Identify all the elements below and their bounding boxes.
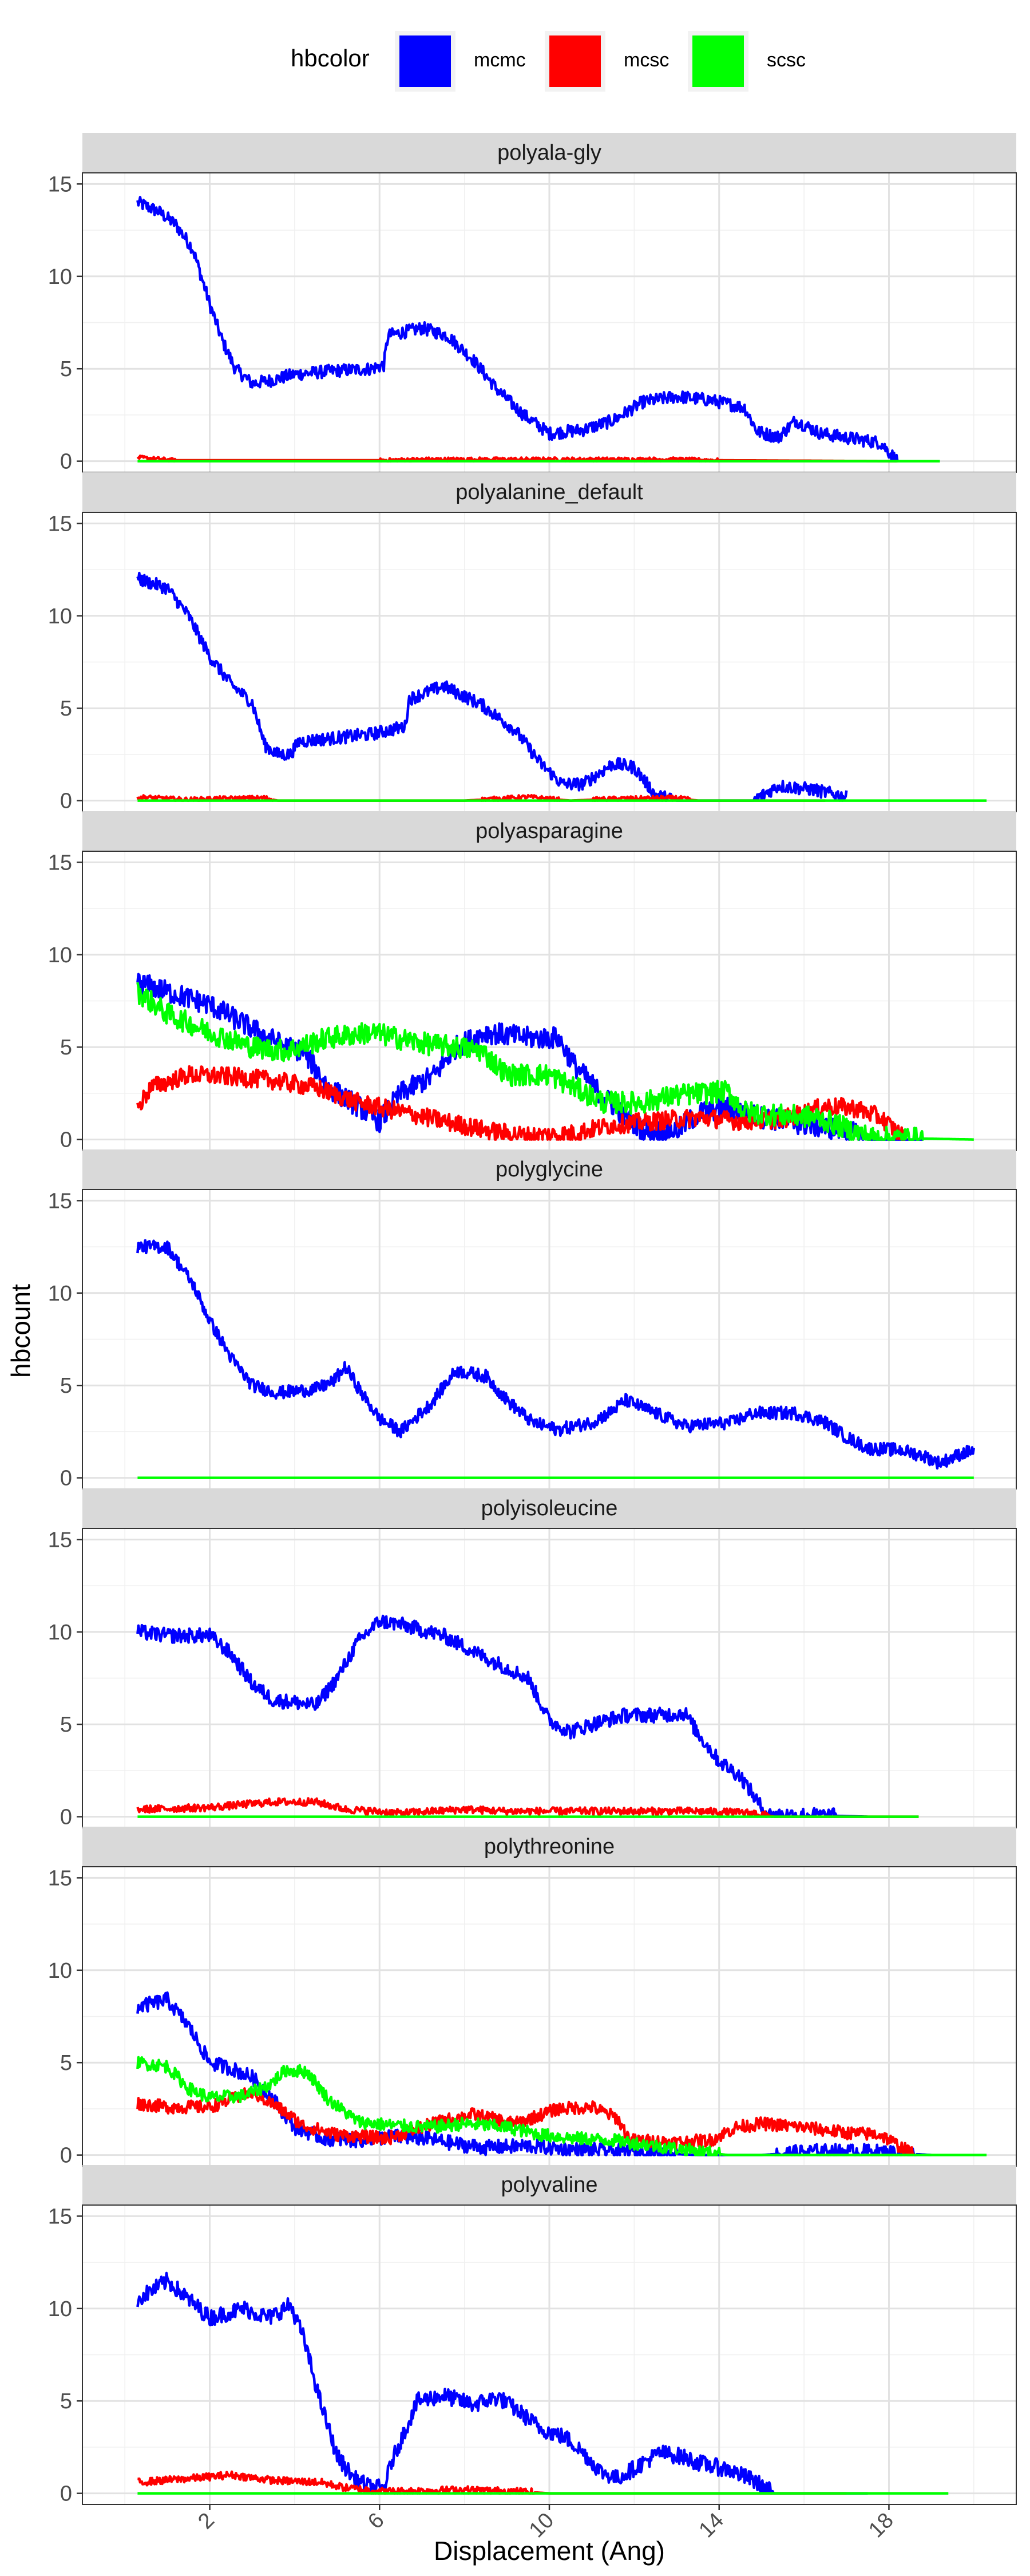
y-tick-label: 0 (60, 1805, 72, 1830)
series-line-mcsc (136, 1065, 907, 1141)
panel-strip (82, 1827, 1016, 1867)
panel-strip (82, 1149, 1016, 1190)
legend-label-mcmc: mcmc (474, 49, 526, 71)
y-tick-label: 10 (48, 1959, 72, 1983)
x-tick-label: 6 (363, 2508, 389, 2534)
panel-polyglycine: polyglycine 0 5 10 15 (48, 1149, 1017, 1491)
y-tick-label: 0 (60, 2144, 72, 2168)
series-line-mcmc (136, 1614, 869, 1818)
panel-polyisoleucine: polyisoleucine 0 5 10 15 (48, 1488, 1017, 1830)
panel-strip (82, 472, 1016, 512)
y-tick-label: 15 (48, 851, 72, 875)
facet-panels: polyala-gly 0 5 10 15 polyalanine_default 0 5 10… (48, 133, 1017, 2506)
y-tick-label: 5 (60, 2051, 72, 2075)
panel-title: polyisoleucine (481, 1496, 618, 1520)
series-line-scsc (136, 982, 974, 1141)
y-tick-label: 10 (48, 943, 72, 967)
y-tick-label: 5 (60, 2389, 72, 2413)
y-tick-label: 15 (48, 1528, 72, 1552)
y-tick-label: 5 (60, 1374, 72, 1398)
y-tick-label: 0 (60, 450, 72, 474)
panel-title: polyvaline (501, 2173, 598, 2197)
y-tick-label: 15 (48, 1189, 72, 1213)
panel-title: polythreonine (484, 1835, 615, 1859)
y-tick-label: 10 (48, 2297, 72, 2321)
series-line-mcmc (136, 2271, 869, 2495)
panel-title: polyala-gly (497, 141, 601, 165)
y-tick-label: 5 (60, 1713, 72, 1737)
panel-polyasparagine: polyasparagine 0 5 10 15 (48, 811, 1017, 1152)
legend-swatch-scsc (692, 35, 744, 87)
y-axis-title: hbcount (6, 1284, 35, 1378)
y-tick-label: 15 (48, 1866, 72, 1890)
y-tick-label: 10 (48, 265, 72, 289)
y-tick-label: 5 (60, 697, 72, 721)
y-tick-label: 10 (48, 1621, 72, 1645)
y-tick-label: 15 (48, 2204, 72, 2229)
series-line-mcmc (136, 196, 899, 463)
panel-polyalanine_default: polyalanine_default 0 5 10 15 (48, 472, 1017, 813)
panel-strip (82, 133, 1016, 173)
y-tick-label: 15 (48, 172, 72, 196)
y-tick-label: 15 (48, 512, 72, 536)
panel-strip (82, 811, 1016, 851)
legend-label-mcsc: mcsc (624, 49, 669, 71)
series-line-mcsc (136, 2086, 916, 2156)
y-tick-label: 0 (60, 1467, 72, 1491)
y-tick-label: 0 (60, 789, 72, 813)
y-tick-label: 10 (48, 1282, 72, 1306)
series-line-mcmc (136, 1239, 976, 1470)
y-tick-label: 5 (60, 1036, 72, 1060)
series-line-scsc (136, 2056, 987, 2156)
panel-strip (82, 2165, 1016, 2205)
x-tick-label: 2 (193, 2508, 219, 2534)
x-tick-label: 14 (694, 2508, 728, 2543)
legend-swatch-mcsc (549, 35, 601, 87)
legend-swatch-mcmc (399, 35, 451, 87)
y-tick-label: 0 (60, 1128, 72, 1152)
x-axis-title: Displacement (Ang) (434, 2536, 665, 2566)
panel-title: polyasparagine (476, 819, 623, 843)
y-tick-label: 0 (60, 2482, 72, 2506)
panel-title: polyalanine_default (455, 480, 643, 504)
panel-strip (82, 1488, 1016, 1528)
y-tick-label: 10 (48, 605, 72, 629)
panel-polythreonine: polythreonine 0 5 10 15 (48, 1827, 1017, 2168)
y-tick-label: 5 (60, 357, 72, 381)
panel-polyala-gly: polyala-gly 0 5 10 15 (48, 133, 1017, 474)
legend-label-scsc: scsc (767, 49, 806, 71)
legend: hbcolor mcmc mcsc scsc (291, 31, 806, 92)
panel-polyvaline: polyvaline 0 5 10 15 (48, 2165, 1017, 2506)
legend-title: hbcolor (291, 45, 370, 72)
panel-title: polyglycine (496, 1157, 603, 1182)
x-tick-label: 18 (864, 2508, 898, 2543)
